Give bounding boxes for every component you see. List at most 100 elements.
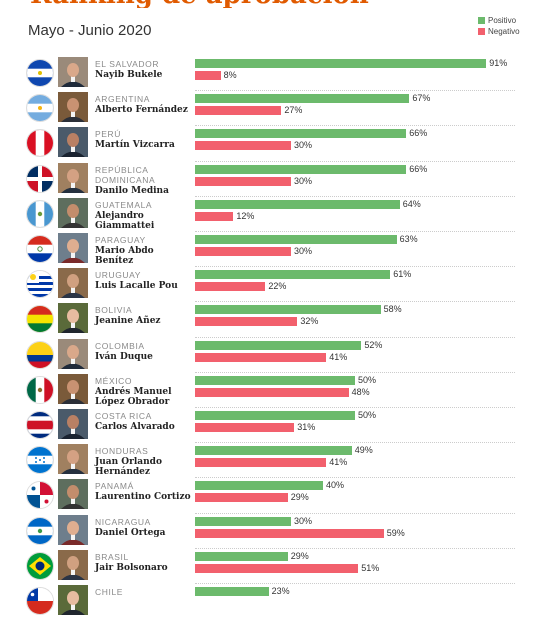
chart-row: REPÚBLICA DOMINICANA Danilo Medina 66% 30%: [0, 162, 560, 198]
president-name: Andrés Manuel López Obrador: [95, 386, 172, 407]
bolivia-flag-icon: [26, 305, 54, 334]
bar-negative: [195, 282, 266, 292]
president-name: Jeanine Añez: [95, 316, 161, 327]
president-photo: [58, 197, 88, 228]
president-photo: [58, 549, 88, 580]
value-label-negative: 30%: [294, 140, 313, 151]
value-label-positive: 50%: [358, 410, 377, 420]
president-name: Alejandro Giammattei: [95, 210, 155, 231]
value-label-positive: 40%: [326, 480, 345, 491]
president-name: Jair Bolsonaro: [95, 562, 168, 573]
uruguay-flag-icon: [26, 270, 54, 299]
chart-row: BOLIVIA Jeanine Añez 58% 32%: [0, 303, 560, 338]
honduras-flag-icon: [26, 446, 54, 475]
president-photo: [58, 268, 88, 299]
costa-rica-flag-icon: [26, 411, 54, 439]
bar-negative: [195, 528, 384, 538]
bar-negative: [195, 247, 291, 256]
president-photo: [58, 514, 88, 545]
president-name: Luis Lacalle Pou: [95, 281, 178, 292]
value-label-positive: 50%: [358, 374, 377, 385]
bar-negative: [195, 176, 291, 186]
president-name: Laurentino Cortizo: [95, 492, 191, 503]
mexico-flag-icon: [26, 375, 54, 404]
country-label: BRASIL: [95, 551, 129, 562]
el-salvador-flag-icon: [26, 59, 54, 87]
colombia-flag-icon: [26, 340, 54, 369]
value-label-negative: 29%: [290, 492, 309, 503]
nicaragua-flag-icon: [26, 516, 54, 545]
paraguay-flag-icon: [26, 235, 54, 263]
country-label: CHILE: [95, 587, 124, 597]
value-label-negative: 32%: [300, 316, 319, 327]
value-label-negative: 12%: [236, 210, 255, 221]
value-label-positive: 66%: [409, 163, 428, 174]
row-separator: [195, 477, 515, 479]
row-separator: [195, 231, 515, 232]
president-photo: [58, 303, 88, 334]
country-label: MÉXICO: [95, 375, 133, 386]
bar-positive: [195, 305, 381, 315]
value-label-negative: 30%: [294, 175, 313, 186]
bar-negative: [195, 493, 288, 503]
value-label-negative: 48%: [351, 386, 370, 397]
value-label-positive: 61%: [393, 269, 412, 280]
bar-positive: [195, 94, 410, 104]
legend-item-positive: Positivo: [478, 15, 520, 26]
legend-label-negative: Negativo: [488, 27, 520, 36]
country-label: PANAMÁ: [95, 481, 134, 492]
bar-positive: [195, 340, 362, 350]
row-separator: [195, 90, 515, 92]
legend-swatch-positive: [478, 17, 485, 24]
president-photo: [58, 585, 88, 615]
chart-row: PERÚ Martín Vizcarra 66% 30%: [0, 127, 560, 162]
value-label-positive: 29%: [290, 550, 309, 561]
bar-positive: [195, 270, 391, 280]
row-separator: [195, 583, 515, 584]
value-label-negative: 22%: [268, 281, 287, 292]
bar-positive: [195, 164, 407, 174]
value-label-negative: 51%: [361, 562, 380, 573]
president-name: Martín Vizcarra: [95, 140, 175, 151]
chart-subtitle: Mayo - Junio 2020: [28, 22, 152, 39]
chart-row: PARAGUAY Mario Abdo Benítez 63% 30%: [0, 233, 560, 268]
country-label: COLOMBIA: [95, 340, 145, 351]
legend: Positivo Negativo: [478, 15, 520, 37]
chart-row: COLOMBIA Iván Duque 52% 41%: [0, 338, 560, 374]
chart-row: URUGUAY Luis Lacalle Pou 61% 22%: [0, 268, 560, 303]
bar-positive: [195, 551, 288, 561]
value-label-positive: 66%: [409, 128, 428, 139]
chile-flag-icon: [26, 587, 54, 615]
bar-negative: [195, 352, 327, 362]
bar-negative: [195, 141, 291, 151]
row-separator: [195, 301, 515, 303]
country-label: URUGUAY: [95, 270, 142, 281]
president-photo: [58, 57, 88, 87]
bar-negative: [195, 71, 221, 80]
guatemala-flag-icon: [26, 199, 54, 228]
country-label: GUATEMALA: [95, 199, 153, 210]
value-label-positive: 63%: [399, 234, 418, 244]
value-label-negative: 41%: [329, 457, 348, 468]
country-label: COSTA RICA: [95, 411, 152, 421]
president-name: Daniel Ortega: [95, 527, 166, 538]
bar-negative: [195, 458, 327, 468]
chart-row: MÉXICO Andrés Manuel López Obrador 50% 48%: [0, 373, 560, 409]
chart-row: ARGENTINA Alberto Fernández 67% 27%: [0, 92, 560, 127]
value-label-positive: 30%: [294, 515, 313, 526]
title-cropped: Ranking de aprobación: [30, 0, 430, 8]
brazil-flag-icon: [26, 551, 54, 580]
president-photo: [58, 373, 88, 404]
value-label-positive: 52%: [364, 339, 383, 350]
value-label-negative: 8%: [223, 70, 237, 80]
chart-row: GUATEMALA Alejandro Giammattei 64% 12%: [0, 197, 560, 233]
row-separator: [195, 547, 515, 549]
bar-negative: [195, 317, 298, 327]
bar-negative: [195, 387, 349, 397]
country-label: BOLIVIA: [95, 305, 133, 316]
president-photo: [58, 444, 88, 475]
bar-positive: [195, 446, 352, 456]
value-label-negative: 27%: [284, 105, 303, 116]
panama-flag-icon: [26, 481, 54, 510]
value-label-positive: 64%: [402, 198, 421, 209]
